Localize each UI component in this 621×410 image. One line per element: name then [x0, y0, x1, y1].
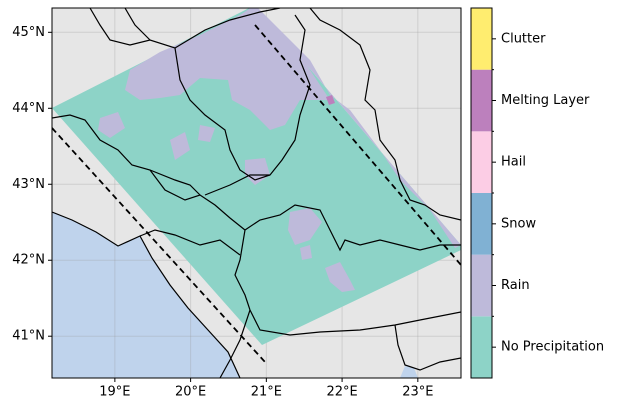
colorbar-segment — [471, 69, 492, 132]
x-tick-label: 20°E — [175, 385, 206, 400]
x-tick-label: 19°E — [99, 385, 130, 400]
colorbar-label: Melting Layer — [501, 93, 590, 108]
colorbar-segment — [471, 8, 492, 70]
sea — [52, 212, 240, 378]
y-tick-label: 41°N — [12, 329, 45, 344]
colorbar-segment — [471, 316, 492, 378]
colorbar-frame — [470, 7, 493, 379]
colorbar-label: No Precipitation — [501, 340, 604, 355]
colorbar-label: Snow — [501, 216, 536, 231]
axes-frame — [51, 7, 462, 379]
y-tick-label: 44°N — [12, 101, 45, 116]
colorbar-segment — [471, 193, 492, 255]
x-tick-label: 21°E — [251, 385, 282, 400]
swath-edge — [254, 24, 461, 266]
colorbar-label: Rain — [501, 278, 530, 293]
map-area — [52, 8, 461, 378]
borders — [52, 8, 461, 378]
sea — [400, 366, 418, 378]
melting-spot — [326, 95, 335, 105]
rain-areas — [98, 8, 461, 292]
swath-edge — [52, 127, 266, 363]
x-tick-label: 23°E — [402, 385, 433, 400]
colorbar-segment — [471, 131, 492, 193]
x-tick-label: 22°E — [326, 385, 357, 400]
y-tick-label: 43°N — [12, 177, 45, 192]
colorbar-label: Hail — [501, 155, 526, 170]
colorbar-label: Clutter — [501, 31, 546, 46]
y-tick-label: 42°N — [12, 253, 45, 268]
y-tick-label: 45°N — [12, 25, 45, 40]
colorbar-segment — [471, 254, 492, 317]
